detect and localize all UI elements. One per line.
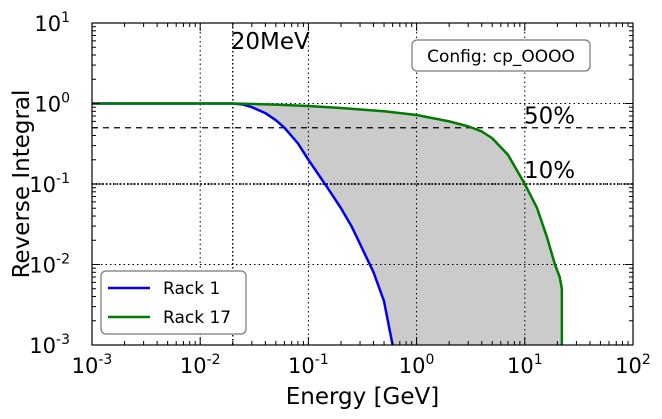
config-label: Config: cp_OOOO	[427, 47, 575, 67]
y-tick-label: 101	[34, 10, 70, 36]
legend-label-rack-1: Rack 1	[163, 279, 220, 299]
x-tick-label: 10-1	[288, 352, 329, 378]
axis-ticks: 10-3 10-2 10-1 100 101 102 10-3 10-2 10-1 100 101	[29, 10, 651, 378]
fill-between-polygon	[92, 103, 562, 345]
x-tick-label: 102	[615, 352, 651, 378]
x-tick-label: 10-3	[72, 352, 113, 378]
x-tick-label: 100	[399, 352, 435, 378]
y-tick-label: 10-3	[29, 332, 70, 358]
ten-percent-label: 10%	[524, 158, 575, 184]
y-axis-label: Reverse Integral	[9, 90, 35, 279]
y-tick-label: 10-2	[29, 252, 70, 278]
legend: Rack 1 Rack 17	[100, 270, 247, 335]
config-box: Config: cp_OOOO	[411, 39, 591, 72]
x-tick-label: 101	[507, 352, 543, 378]
x-axis-label: Energy [GeV]	[286, 384, 440, 410]
fill-between-area	[92, 103, 562, 345]
config-box-frame	[411, 39, 591, 72]
y-tick-label: 100	[34, 91, 70, 117]
legend-label-rack-17: Rack 17	[163, 308, 231, 328]
series-line-2	[92, 102, 564, 345]
fifty-percent-label: 50%	[524, 104, 575, 130]
energy-annotation: 20MeV	[231, 29, 310, 55]
x-tick-label: 10-2	[180, 352, 221, 378]
y-tick-label: 10-1	[29, 171, 70, 197]
series-lines	[92, 102, 564, 346]
